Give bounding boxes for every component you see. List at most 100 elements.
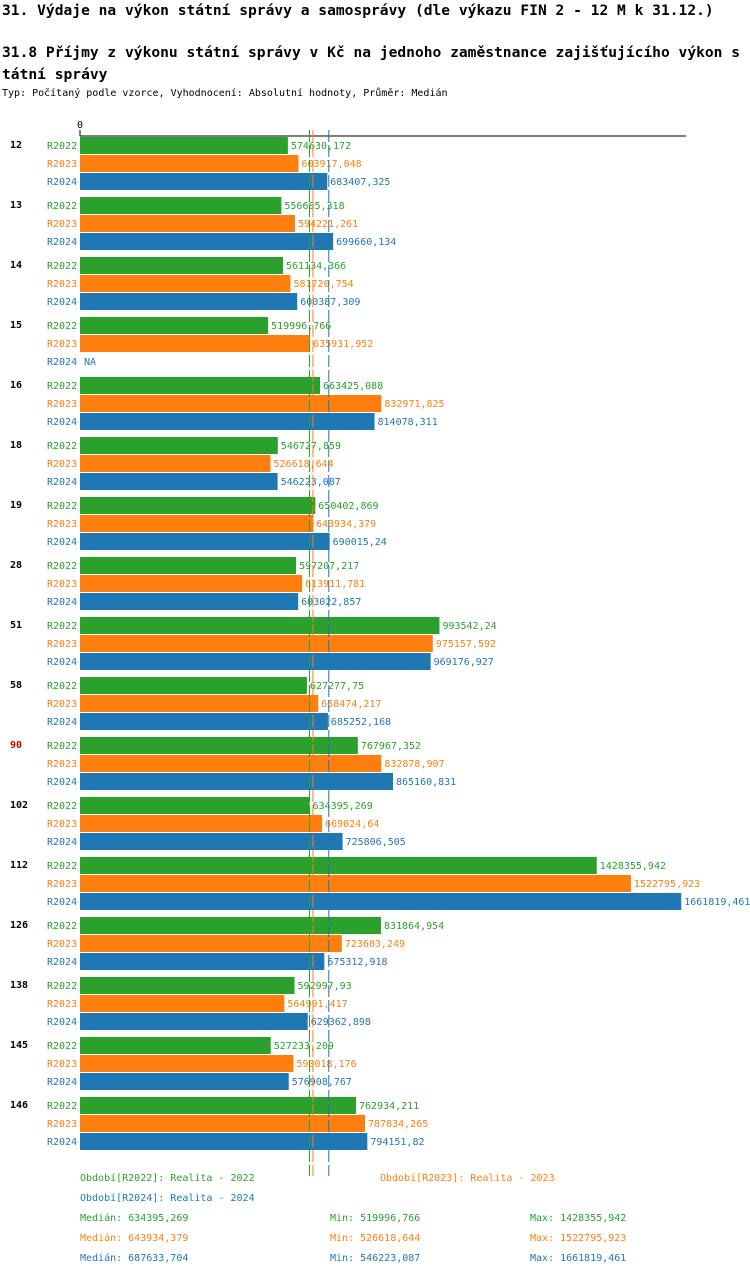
series-label: R2023 bbox=[47, 399, 77, 410]
bar bbox=[80, 797, 310, 814]
category-label: 126 bbox=[10, 920, 28, 931]
series-label: R2023 bbox=[47, 279, 77, 290]
bar bbox=[80, 875, 631, 892]
value-label: 526618,644 bbox=[274, 459, 334, 470]
bar bbox=[80, 713, 328, 730]
series-label: R2022 bbox=[47, 921, 77, 932]
series-label: R2022 bbox=[47, 801, 77, 812]
series-label: R2022 bbox=[47, 1101, 77, 1112]
value-label: NA bbox=[84, 357, 96, 368]
value-label: 546223,087 bbox=[281, 477, 341, 488]
value-label: 663425,088 bbox=[323, 381, 383, 392]
series-label: R2023 bbox=[47, 1059, 77, 1070]
bar bbox=[80, 515, 313, 532]
value-label: 546727,859 bbox=[281, 441, 341, 452]
series-label: R2023 bbox=[47, 219, 77, 230]
bar bbox=[80, 833, 343, 850]
bar bbox=[80, 197, 282, 214]
legend-entry: Období[R2023]: Realita - 2023 bbox=[380, 1172, 555, 1184]
series-label: R2024 bbox=[47, 417, 77, 428]
value-label: 723603,249 bbox=[345, 939, 405, 950]
series-label: R2023 bbox=[47, 459, 77, 470]
value-label: 658474,217 bbox=[321, 699, 381, 710]
value-label: 603022,857 bbox=[301, 597, 361, 608]
value-label: 832971,825 bbox=[384, 399, 444, 410]
value-label: 650402,869 bbox=[318, 501, 378, 512]
bar bbox=[80, 497, 316, 514]
series-label: R2022 bbox=[47, 381, 77, 392]
bar bbox=[80, 653, 431, 670]
bar bbox=[80, 155, 299, 172]
value-label: 576908,767 bbox=[292, 1077, 352, 1088]
legend-entry: Období[R2022]: Realita - 2022 bbox=[80, 1172, 255, 1184]
value-label: 699660,134 bbox=[336, 237, 396, 248]
bar bbox=[80, 455, 271, 472]
category-label: 12 bbox=[10, 140, 22, 151]
value-label: 643934,379 bbox=[316, 519, 376, 530]
chart-title: 31. Výdaje na výkon státní správy a samo… bbox=[2, 2, 714, 19]
series-label: R2023 bbox=[47, 339, 77, 350]
value-label: 556685,318 bbox=[284, 201, 344, 212]
value-label: 574630,172 bbox=[291, 141, 351, 152]
bar bbox=[80, 677, 307, 694]
bar bbox=[80, 737, 358, 754]
value-label: 669024,64 bbox=[325, 819, 379, 830]
value-label: 993542,24 bbox=[442, 621, 496, 632]
series-label: R2022 bbox=[47, 501, 77, 512]
value-label: 675312,918 bbox=[327, 957, 387, 968]
bar bbox=[80, 233, 334, 250]
category-label: 28 bbox=[10, 560, 22, 571]
category-label: 15 bbox=[10, 320, 22, 331]
value-label: 787834,265 bbox=[368, 1119, 428, 1130]
bar bbox=[80, 1013, 308, 1030]
category-label: 138 bbox=[10, 980, 28, 991]
bar bbox=[80, 437, 278, 454]
series-label: R2022 bbox=[47, 741, 77, 752]
series-label: R2024 bbox=[47, 717, 77, 728]
series-label: R2022 bbox=[47, 261, 77, 272]
value-label: 1661819,461 bbox=[684, 897, 750, 908]
bar bbox=[80, 1073, 289, 1090]
category-label: 16 bbox=[10, 380, 22, 391]
bar bbox=[80, 173, 328, 190]
series-label: R2023 bbox=[47, 1119, 77, 1130]
value-label: 527233,209 bbox=[274, 1041, 334, 1052]
series-label: R2022 bbox=[47, 141, 77, 152]
stat-max: Max: 1522795,923 bbox=[530, 1233, 626, 1244]
stat-median: Medián: 643934,379 bbox=[80, 1232, 188, 1244]
series-label: R2023 bbox=[47, 999, 77, 1010]
bar bbox=[80, 215, 295, 232]
bar bbox=[80, 557, 297, 574]
bar bbox=[80, 575, 303, 592]
stat-min: Min: 546223,087 bbox=[330, 1253, 420, 1264]
value-label: 683407,325 bbox=[330, 177, 390, 188]
value-label: 832878,907 bbox=[384, 759, 444, 770]
series-label: R2023 bbox=[47, 819, 77, 830]
series-label: R2022 bbox=[47, 681, 77, 692]
value-label: 635931,952 bbox=[313, 339, 373, 350]
value-label: 634395,269 bbox=[313, 801, 373, 812]
bar bbox=[80, 755, 382, 772]
bar bbox=[80, 257, 284, 274]
stat-median: Medián: 634395,269 bbox=[80, 1212, 188, 1224]
value-label: 969176,927 bbox=[434, 657, 494, 668]
series-label: R2022 bbox=[47, 981, 77, 992]
stat-min: Min: 519996,766 bbox=[330, 1213, 420, 1224]
category-label: 145 bbox=[10, 1040, 28, 1051]
value-label: 519996,766 bbox=[271, 321, 331, 332]
value-label: 1428355,942 bbox=[600, 861, 666, 872]
value-label: 1522795,923 bbox=[634, 879, 700, 890]
chart-note: Typ: Počítaný podle vzorce, Vyhodnocení:… bbox=[2, 88, 448, 99]
value-label: 581720,754 bbox=[293, 279, 353, 290]
value-label: 831864,954 bbox=[384, 921, 444, 932]
value-label: 590018,176 bbox=[296, 1059, 356, 1070]
bar bbox=[80, 893, 682, 910]
series-label: R2023 bbox=[47, 639, 77, 650]
bar bbox=[80, 1115, 366, 1132]
category-label: 19 bbox=[10, 500, 22, 511]
series-label: R2023 bbox=[47, 699, 77, 710]
category-label: 51 bbox=[10, 620, 22, 631]
stat-max: Max: 1661819,461 bbox=[530, 1253, 626, 1264]
series-label: R2022 bbox=[47, 1041, 77, 1052]
bar bbox=[80, 473, 278, 490]
